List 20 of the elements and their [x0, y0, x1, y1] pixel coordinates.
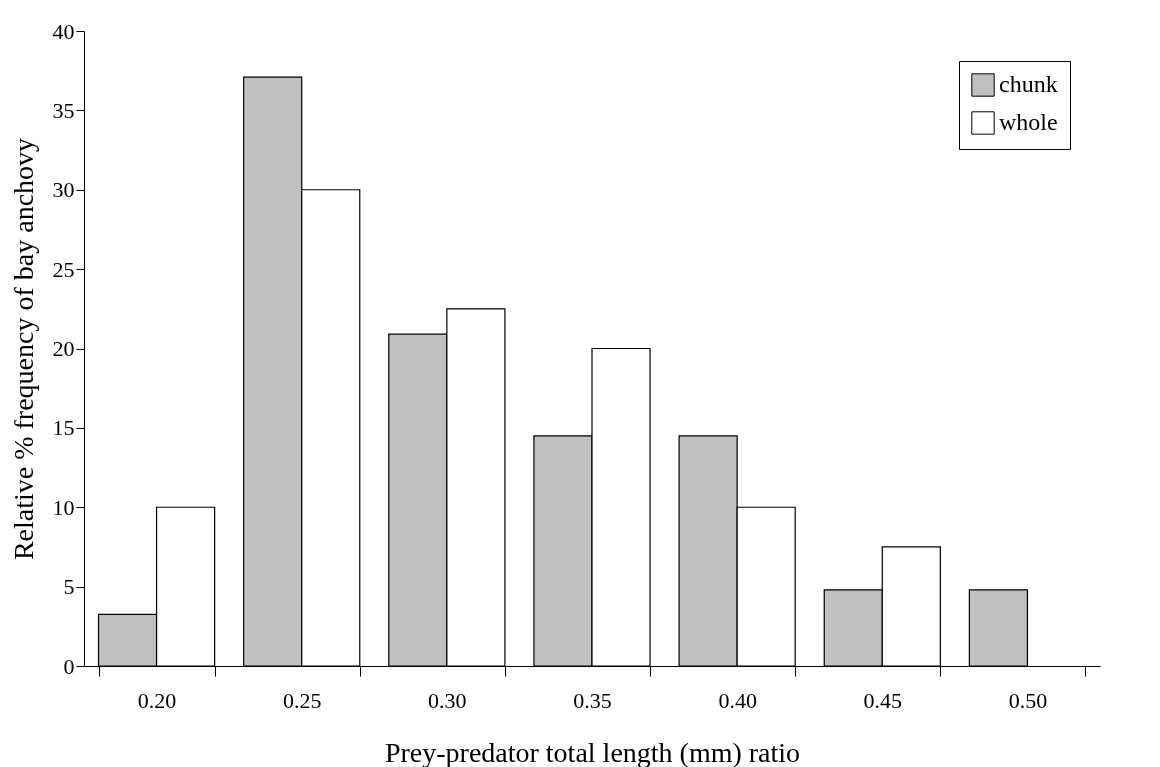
y-tick-label: 30: [52, 177, 75, 203]
y-tick-label: 0: [63, 653, 75, 679]
x-tick-label: 0.50: [1008, 687, 1048, 713]
x-axis-title: Prey-predator total length (mm) ratio: [384, 736, 801, 767]
legend-label: chunk: [999, 71, 1058, 97]
y-axis-title: Relative % frequency of bay anchovy: [7, 137, 39, 561]
y-tick-label: 15: [52, 415, 75, 441]
x-tick-label: 0.45: [863, 687, 903, 713]
y-tick-label: 25: [52, 256, 75, 282]
x-tick-label: 0.30: [428, 687, 467, 713]
y-tick-label: 5: [63, 574, 75, 600]
y-tick-label: 20: [52, 336, 75, 361]
y-tick-label: 10: [52, 494, 75, 520]
legend-label: whole: [999, 109, 1058, 135]
x-tick-label: 0.40: [718, 687, 757, 713]
x-tick-label: 0.25: [282, 687, 322, 713]
y-tick-label: 35: [52, 97, 75, 123]
x-tick-label: 0.35: [573, 687, 612, 713]
x-tick-label: 0.20: [137, 687, 177, 713]
y-tick-label: 40: [52, 18, 75, 44]
